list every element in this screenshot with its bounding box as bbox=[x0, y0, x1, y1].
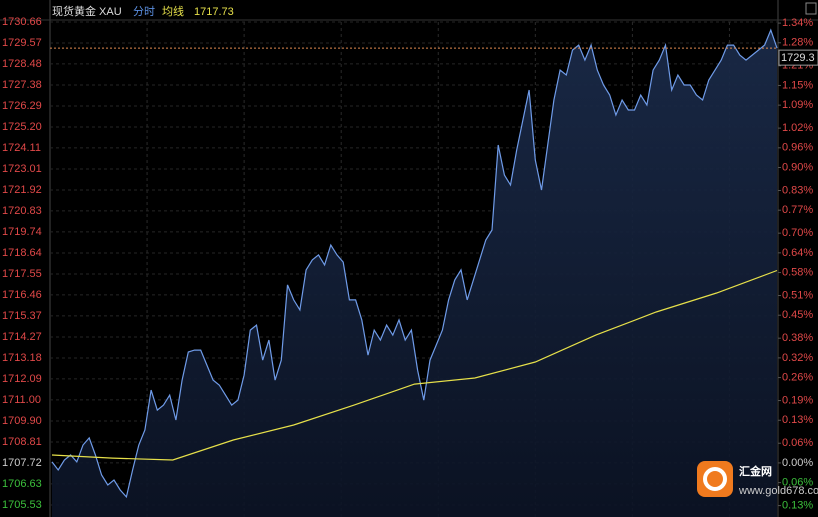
y-tick-label: 1711.00 bbox=[2, 394, 41, 406]
y-tick-label: 1715.37 bbox=[2, 310, 42, 322]
average-value: 1717.73 bbox=[194, 6, 234, 18]
chart-title: 现货黄金 XAU bbox=[52, 4, 122, 18]
y-tick-label: 1707.72 bbox=[2, 457, 42, 469]
y2-tick-label: 0.06% bbox=[782, 437, 813, 449]
y2-tick-label: 0.00% bbox=[782, 457, 813, 469]
price-line bbox=[51, 28, 778, 499]
y-tick-label: 1721.92 bbox=[2, 184, 42, 196]
y-tick-label: 1717.55 bbox=[2, 268, 42, 280]
y2-tick-label: 0.83% bbox=[782, 184, 813, 196]
y2-tick-label: 0.77% bbox=[782, 204, 813, 216]
y-tick-label: 1724.11 bbox=[2, 142, 41, 154]
y-tick-label: 1726.29 bbox=[2, 100, 42, 112]
y2-tick-label: 0.64% bbox=[782, 247, 813, 259]
y2-tick-label: 0.90% bbox=[782, 161, 813, 173]
y2-tick-label: 0.45% bbox=[782, 309, 813, 321]
y2-tick-label: 0.51% bbox=[782, 289, 813, 301]
y-tick-label: 1723.01 bbox=[2, 163, 42, 175]
y2-tick-label: 0.19% bbox=[782, 394, 813, 406]
plot: 1729.3 bbox=[50, 28, 818, 517]
y-tick-label: 1725.20 bbox=[2, 121, 42, 133]
y2-tick-label: 1.15% bbox=[782, 79, 813, 91]
y2-tick-label: 1.09% bbox=[782, 99, 813, 111]
logo-text: 汇金网 bbox=[739, 464, 772, 478]
y2-tick-label: 0.26% bbox=[782, 371, 813, 383]
y-tick-label: 1718.64 bbox=[2, 247, 42, 259]
y2-tick-label: 0.96% bbox=[782, 142, 813, 154]
y-tick-label: 1720.83 bbox=[2, 205, 42, 217]
y2-tick-label: 1.28% bbox=[782, 37, 813, 49]
y2-tick-label: 0.13% bbox=[782, 414, 813, 426]
watermark: 汇金网 www.gold678.com bbox=[697, 461, 818, 497]
y2-tick-label: 0.38% bbox=[782, 332, 813, 344]
average-line bbox=[51, 269, 778, 461]
y2-tick-label: 0.32% bbox=[782, 352, 813, 364]
y-tick-label: 1716.46 bbox=[2, 289, 42, 301]
y2-tick-label: 0.58% bbox=[782, 266, 813, 278]
legend-price: 分时 bbox=[133, 5, 155, 18]
y-tick-label: 1714.27 bbox=[2, 331, 42, 343]
y-tick-label: 1709.90 bbox=[2, 415, 42, 427]
last-price-label: 1729.3 bbox=[781, 52, 815, 64]
y-tick-label: 1729.57 bbox=[2, 37, 42, 49]
y-tick-label: 1719.74 bbox=[2, 226, 42, 238]
y2-tick-label: 0.06% bbox=[782, 477, 813, 489]
y2-tick-label: 0.13% bbox=[782, 499, 813, 511]
legend-average: 均线 bbox=[162, 4, 184, 18]
window-icon[interactable] bbox=[805, 2, 817, 15]
y2-tick-label: 1.34% bbox=[782, 17, 813, 29]
logo-url: www.gold678.com bbox=[738, 485, 818, 497]
price-area bbox=[52, 30, 777, 517]
logo-icon bbox=[697, 461, 733, 497]
y-tick-label: 1730.66 bbox=[2, 16, 42, 28]
y2-tick-label: 1.02% bbox=[782, 122, 813, 134]
last-price-box bbox=[778, 49, 818, 66]
y-tick-label: 1712.09 bbox=[2, 373, 42, 385]
y-tick-label: 1713.18 bbox=[2, 352, 42, 364]
y2-tick-label: 0.70% bbox=[782, 227, 813, 239]
y-tick-label: 1708.81 bbox=[2, 436, 42, 448]
logo-ring bbox=[703, 467, 727, 491]
y-tick-label: 1706.63 bbox=[2, 478, 42, 490]
y-tick-label: 1728.48 bbox=[2, 58, 42, 70]
y-tick-label: 1727.38 bbox=[2, 79, 42, 91]
y-tick-label: 1705.53 bbox=[2, 499, 42, 511]
